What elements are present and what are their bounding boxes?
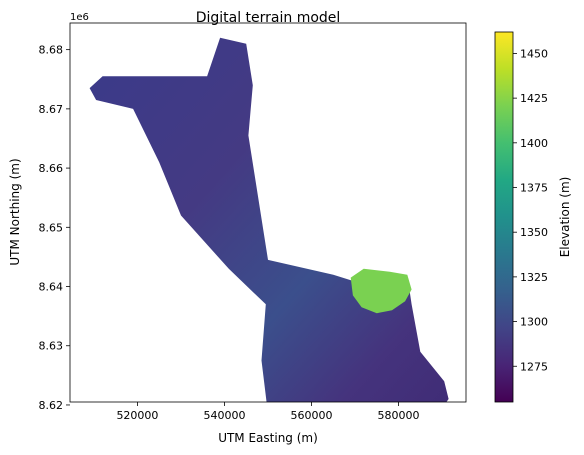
colorbar-gradient	[495, 32, 513, 402]
high-elevation-zone	[350, 268, 412, 314]
colorbar-tick-label: 1450	[520, 47, 548, 60]
y-tick-label: 8.67	[39, 103, 64, 116]
colorbar-tick-label: 1375	[520, 182, 548, 195]
colorbar: 1275 1300 1325 1350 1375 1400 1425 1450 Elevati…	[494, 31, 572, 403]
colorbar-ticks: 1275 1300 1325 1350 1375 1400 1425 1450	[513, 47, 548, 373]
plot-frame	[69, 22, 467, 403]
colorbar-label: Elevation (m)	[558, 177, 572, 258]
y-axis: 8.62 8.63 8.64 8.65 8.66 8.67 8.68	[39, 44, 70, 412]
colorbar-tick-label: 1350	[520, 226, 548, 239]
x-axis-label: UTM Easting (m)	[218, 431, 318, 445]
y-axis-label: UTM Northing (m)	[8, 158, 22, 265]
colorbar-tick-label: 1400	[520, 137, 548, 150]
y-tick-label: 8.66	[39, 162, 64, 175]
y-tick-label: 8.68	[39, 44, 64, 57]
x-tick-label: 560000	[291, 409, 333, 422]
y-tick-label: 8.65	[39, 221, 64, 234]
x-axis: 520000 540000 560000 580000	[116, 402, 420, 422]
colorbar-tick-label: 1275	[520, 360, 548, 373]
colorbar-tick-label: 1300	[520, 316, 548, 329]
plot-area	[89, 37, 449, 402]
y-tick-label: 8.64	[39, 281, 64, 294]
colorbar-tick-label: 1325	[520, 271, 548, 284]
y-tick-label: 8.62	[39, 399, 64, 412]
x-tick-label: 520000	[116, 409, 158, 422]
y-tick-label: 8.63	[39, 340, 64, 353]
y-offset-label: 1e6	[70, 12, 89, 23]
x-tick-label: 580000	[378, 409, 420, 422]
terrain-region	[89, 37, 449, 402]
chart-title: Digital terrain model	[196, 10, 341, 26]
terrain-layer	[89, 37, 449, 402]
x-tick-label: 540000	[203, 409, 245, 422]
colorbar-frame	[494, 31, 514, 403]
colorbar-tick-label: 1425	[520, 92, 548, 105]
